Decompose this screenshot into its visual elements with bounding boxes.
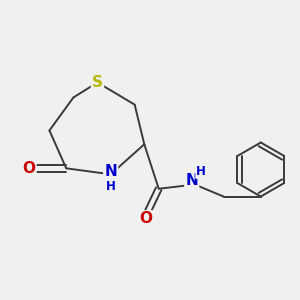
Text: H: H — [106, 180, 116, 193]
Text: O: O — [139, 211, 152, 226]
Text: S: S — [92, 75, 103, 90]
Text: O: O — [22, 161, 35, 176]
Text: H: H — [196, 165, 206, 178]
Text: N: N — [185, 173, 198, 188]
Text: N: N — [104, 164, 117, 179]
